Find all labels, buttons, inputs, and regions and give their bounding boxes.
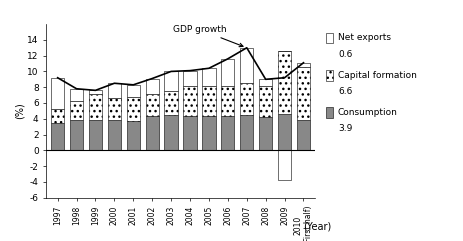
Bar (70, 120, 83, 150)
Y-axis label: (%): (%) (14, 102, 25, 119)
Bar (183, 87, 197, 116)
Bar (164, 115, 178, 150)
Bar (297, 67, 310, 120)
Bar (278, 51, 291, 114)
Bar (51, 123, 64, 150)
Bar (145, 79, 159, 94)
Bar (202, 68, 216, 87)
Bar (278, 150, 291, 180)
Bar (145, 94, 159, 116)
Bar (51, 109, 64, 123)
Bar (221, 59, 234, 87)
Bar (127, 97, 140, 121)
Bar (89, 120, 102, 150)
Bar (259, 86, 272, 117)
Bar (108, 120, 121, 150)
Bar (89, 94, 102, 120)
Text: 6.6: 6.6 (338, 87, 352, 96)
Bar (278, 114, 291, 150)
Bar (221, 116, 234, 150)
Text: Consumption: Consumption (338, 108, 398, 117)
Bar (259, 79, 272, 86)
Bar (89, 90, 102, 94)
Bar (145, 116, 159, 150)
Bar (108, 98, 121, 120)
Bar (70, 100, 83, 120)
Bar (202, 87, 216, 116)
Bar (297, 63, 310, 67)
Bar (127, 121, 140, 150)
Text: GDP growth: GDP growth (173, 25, 243, 47)
Bar (297, 120, 310, 150)
Text: Capital formation: Capital formation (338, 71, 417, 80)
Bar (127, 85, 140, 97)
Bar (164, 71, 178, 91)
Bar (259, 117, 272, 150)
Bar (108, 83, 121, 98)
Bar (164, 91, 178, 115)
Bar (202, 116, 216, 150)
Bar (70, 89, 83, 100)
Bar (240, 48, 253, 83)
Text: 0.6: 0.6 (338, 50, 352, 59)
Bar (240, 115, 253, 150)
Bar (183, 116, 197, 150)
Text: Net exports: Net exports (338, 33, 391, 42)
Text: 3.9: 3.9 (338, 124, 352, 134)
Bar (221, 87, 234, 116)
Text: (Year): (Year) (303, 221, 332, 231)
Bar (51, 78, 64, 109)
Bar (240, 83, 253, 115)
Bar (183, 71, 197, 87)
